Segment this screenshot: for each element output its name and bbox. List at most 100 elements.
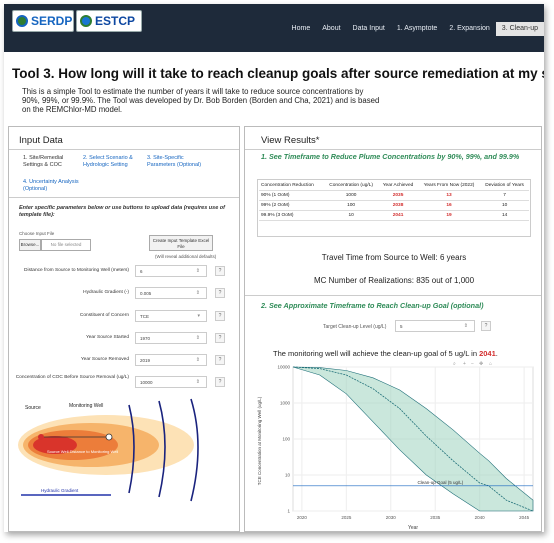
nav-menu: Home About Data Input 1. Asymptote 2. Ex… <box>286 22 544 36</box>
target-label: Target Clean-up Level (ug/L) <box>323 324 387 330</box>
nav-asymptote[interactable]: 1. Asymptote <box>396 25 438 32</box>
spinner-icon[interactable]: ⇕ <box>463 323 468 329</box>
well-label: Monitoring Well <box>69 403 103 409</box>
year-removed-value: 2019 <box>140 358 151 363</box>
tab-site-parameters[interactable]: 3. Site-Specific Parameters (Optional) <box>147 155 202 168</box>
y-tick-label: 1000 <box>280 401 291 406</box>
y-axis-ticks: 1 10 100 1000 10000 <box>277 365 290 514</box>
browse-button[interactable]: Browse... <box>19 239 41 251</box>
serdp-logo-icon <box>16 15 28 27</box>
distance-label: Source Well Distance to Monitoring Well <box>47 449 118 454</box>
instructions-text: Enter specific parameters below or use b… <box>19 205 225 218</box>
estcp-logo-icon <box>80 15 92 27</box>
concentration-value: 10000 <box>140 380 153 385</box>
goal-text: The monitoring well will achieve the cle… <box>273 349 480 358</box>
results-table: Concentration Reduction Concentration (u… <box>259 181 529 221</box>
y-tick-label: 10000 <box>277 365 290 370</box>
help-button[interactable]: ? <box>481 321 491 331</box>
spinner-icon[interactable]: ⇕ <box>195 357 200 363</box>
table-cell: 7 <box>480 190 529 201</box>
field-label-year-removed: Year Source Removed <box>80 357 129 362</box>
nav-expansion[interactable]: 2. Expansion <box>449 25 490 32</box>
help-button[interactable]: ? <box>215 266 225 276</box>
serdp-logo[interactable]: SERDP <box>12 10 74 32</box>
estcp-logo[interactable]: ESTCP <box>76 10 142 32</box>
divider <box>245 149 541 150</box>
target-input[interactable]: 5 ⇕ <box>395 320 475 332</box>
plus-icon[interactable]: + <box>463 361 466 367</box>
serdp-logo-text: SERDP <box>31 14 73 28</box>
table-cell: 13 <box>417 190 481 201</box>
file-name-field: No file selected <box>41 239 91 251</box>
gradient-input[interactable]: 0.005 ⇕ <box>135 287 207 299</box>
year-removed-input[interactable]: 2019 ⇕ <box>135 354 207 366</box>
source-marker <box>38 434 44 440</box>
nav-data-input[interactable]: Data Input <box>352 25 385 32</box>
field-label-year-started: Year Source Started <box>85 335 129 340</box>
create-template-button[interactable]: Create Input Template Excel File <box>149 235 213 251</box>
plume-diagram: Source Monitoring Well Source Well Dista… <box>18 398 199 502</box>
concentration-input[interactable]: 10000 ⇕ <box>135 376 207 388</box>
choose-file-label: Choose Input File <box>19 231 55 236</box>
spinner-icon[interactable]: ⇕ <box>195 335 200 341</box>
divider <box>245 295 541 296</box>
spinner-icon[interactable]: ⇕ <box>195 379 200 385</box>
table-cell: 10 <box>323 210 379 221</box>
y-axis-label: TCE Concentration at Monitoring Well (ug… <box>257 396 262 485</box>
table-row: 90% (1 OoM) 1000 2035 13 7 <box>259 190 529 201</box>
nav-clean-up[interactable]: 3. Clean-up <box>495 22 544 36</box>
field-label-distance: Distance from Source to Monitoring Well … <box>24 268 129 273</box>
chevron-down-icon[interactable]: ▾ <box>197 313 200 319</box>
field-label-gradient: Hydraulic Gradient (-) <box>83 290 129 295</box>
spinner-icon[interactable]: ⇕ <box>195 268 200 274</box>
app-window: SERDP ESTCP Home About Data Input 1. Asy… <box>4 4 544 532</box>
field-label-concentration: Concentration of COC Before Source Remov… <box>15 375 129 380</box>
help-button[interactable]: ? <box>215 288 225 298</box>
table-cell: 19 <box>417 210 481 221</box>
template-note: (Will reveal additional defaults) <box>155 254 217 259</box>
chart-toolbar: ⌕ + − ✥ ⌂ <box>453 361 492 367</box>
nav-about[interactable]: About <box>322 25 341 32</box>
tab-uncertainty[interactable]: 4. Uncertainty Analysis (Optional) <box>23 179 79 192</box>
table-header: Concentration Reduction <box>259 181 324 191</box>
intro-text: This is a simple Tool to estimate the nu… <box>22 87 380 114</box>
section-heading-timeframe: 1. See Timeframe to Reduce Plume Concent… <box>261 152 520 161</box>
nav-home[interactable]: Home <box>291 25 311 32</box>
spinner-icon[interactable]: ⇕ <box>195 290 200 296</box>
realizations-text: MC Number of Realizations: 835 out of 1,… <box>313 276 475 285</box>
results-table-box <box>257 179 531 237</box>
x-tick-label: 2040 <box>475 515 486 520</box>
plume-core <box>33 436 77 454</box>
grid <box>293 366 533 512</box>
minus-icon[interactable]: − <box>471 361 474 367</box>
tab-site-settings[interactable]: 1. Site/Remedial Settings & COC <box>23 155 64 168</box>
table-cell: 1000 <box>323 190 379 201</box>
distance-input[interactable]: 6 ⇕ <box>135 265 207 277</box>
flow-line <box>128 404 135 494</box>
coc-select[interactable]: TCE ▾ <box>135 310 207 322</box>
help-button[interactable]: ? <box>215 355 225 365</box>
travel-time-text: Travel Time from Source to Well: 6 years <box>321 253 467 262</box>
coc-value: TCE <box>140 314 149 319</box>
pan-icon[interactable]: ✥ <box>479 361 483 367</box>
concentration-chart: Clean-up Goal (5 ug/L) 2020 2025 2030 2035 2… <box>257 361 534 531</box>
field-label-coc: Constituent of Concern <box>79 313 129 318</box>
goal-statement: The monitoring well will achieve the cle… <box>273 349 533 358</box>
tab-select-scenario[interactable]: 2. Select Scenario & Hydrologic Setting <box>83 155 133 168</box>
table-header: Deviation of Years <box>480 181 529 191</box>
table-cell: 2038 <box>378 200 418 211</box>
year-started-input[interactable]: 1970 ⇕ <box>135 332 207 344</box>
help-button[interactable]: ? <box>215 377 225 387</box>
x-axis-label: Year <box>408 525 418 531</box>
home-icon[interactable]: ⌂ <box>489 361 492 367</box>
y-tick-label: 1 <box>287 509 290 514</box>
goal-annotation: Clean-up Goal (5 ug/L) <box>417 480 463 485</box>
table-cell: 10 <box>480 200 529 211</box>
uncertainty-band <box>292 366 534 512</box>
input-heading: Input Data <box>19 135 63 146</box>
input-panel: Input Data 1. Site/Remedial Settings & C… <box>8 126 240 532</box>
zoom-icon[interactable]: ⌕ <box>453 361 456 367</box>
table-cell: 2035 <box>378 190 418 201</box>
help-button[interactable]: ? <box>215 311 225 321</box>
help-button[interactable]: ? <box>215 333 225 343</box>
